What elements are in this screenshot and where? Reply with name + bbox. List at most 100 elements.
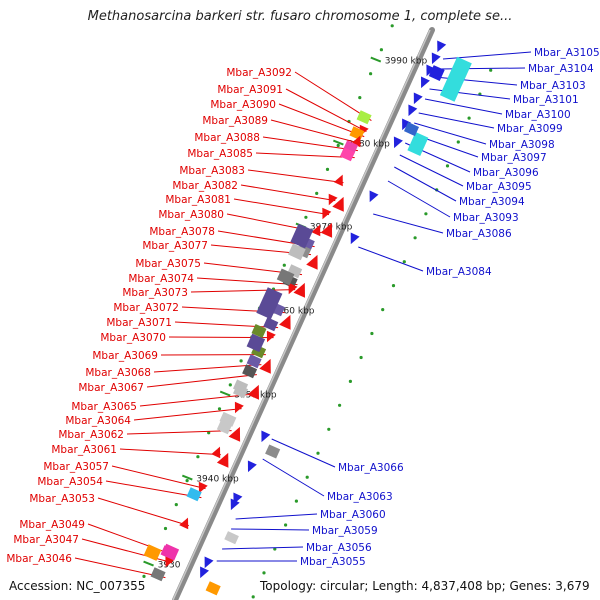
gene-label-mbar-a3067: Mbar_A3067 [78, 382, 144, 394]
leader-line [270, 119, 362, 145]
tick-dot [370, 331, 374, 336]
gene-feature [179, 517, 189, 530]
tick-dot [142, 574, 146, 579]
gene-feature [265, 444, 281, 459]
leader-line [373, 213, 444, 234]
tick-dot [284, 523, 288, 527]
gene-label-mbar-a3063: Mbar_A3063 [327, 491, 393, 503]
leader-line [418, 112, 495, 129]
tick-dot [348, 379, 352, 383]
leader-line [111, 465, 206, 490]
tick-dot [467, 116, 471, 120]
gene-label-mbar-a3071: Mbar_A3071 [106, 317, 172, 329]
gene-feature [311, 224, 321, 237]
gene-feature [143, 544, 162, 561]
tick-dot [174, 503, 178, 507]
gene-label-mbar-a3082: Mbar_A3082 [172, 180, 238, 192]
gene-label-mbar-a3069: Mbar_A3069 [92, 350, 158, 362]
leader-line [146, 374, 257, 388]
gene-feature [288, 243, 306, 261]
gene-label-mbar-a3056: Mbar_A3056 [306, 542, 372, 554]
gene-feature [408, 104, 418, 117]
tick-dot [262, 571, 266, 575]
leader-line [285, 88, 367, 133]
leader-line [358, 246, 424, 272]
gene-feature [198, 481, 208, 494]
gene-feature [393, 136, 403, 149]
gene-label-mbar-a3103: Mbar_A3103 [520, 80, 586, 92]
gene-feature [251, 324, 267, 338]
leader-line [222, 546, 304, 550]
gene-label-mbar-a3047: Mbar_A3047 [13, 534, 79, 546]
gene-feature [259, 358, 271, 374]
leader-line [278, 103, 365, 138]
leader-line [240, 184, 336, 202]
leader-line [438, 67, 526, 70]
tick-dot [207, 431, 211, 435]
leader-line [139, 394, 248, 407]
gene-feature [263, 317, 279, 332]
leader-line [74, 557, 166, 579]
gene-label-mbar-a3046: Mbar_A3046 [6, 553, 72, 565]
gene-label-mbar-a3060: Mbar_A3060 [320, 509, 386, 521]
leader-line [235, 513, 318, 520]
leader-line [424, 98, 503, 115]
tick-dot [282, 263, 286, 267]
gene-label-mbar-a3096: Mbar_A3096 [473, 167, 539, 179]
gene-label-mbar-a3081: Mbar_A3081 [165, 194, 231, 206]
gene-label-mbar-a3089: Mbar_A3089 [202, 115, 268, 127]
leader-line [271, 438, 336, 468]
gene-feature [369, 190, 379, 203]
gene-label-mbar-a3085: Mbar_A3085 [187, 148, 253, 160]
tick-mark [333, 139, 344, 146]
gene-feature [279, 314, 291, 330]
tick-dot [379, 48, 383, 52]
gene-feature [228, 426, 241, 442]
tick-dot [305, 475, 309, 479]
leader-line [231, 528, 310, 531]
tick-dot [239, 359, 243, 363]
leader-line [153, 364, 262, 373]
tick-dot [304, 215, 308, 219]
gene-label-mbar-a3080: Mbar_A3080 [158, 209, 224, 221]
leader-line [105, 480, 202, 499]
tick-dot [327, 427, 331, 431]
gene-feature [288, 282, 298, 295]
gene-label-mbar-a3084: Mbar_A3084 [426, 266, 492, 278]
gene-label-mbar-a3068: Mbar_A3068 [85, 367, 151, 379]
gene-feature [332, 196, 344, 212]
leader-line [394, 166, 457, 202]
gene-feature [161, 543, 180, 561]
gene-label-mbar-a3093: Mbar_A3093 [453, 212, 519, 224]
gene-label-mbar-a3078: Mbar_A3078 [149, 226, 215, 238]
gene-feature [421, 76, 430, 89]
tick-dot [316, 451, 320, 455]
tick-dot [336, 143, 340, 148]
tick-dot [185, 479, 189, 483]
gene-label-mbar-a3062: Mbar_A3062 [58, 429, 124, 441]
tick-dot [359, 355, 363, 360]
gene-feature [261, 430, 271, 443]
gene-feature [413, 92, 423, 105]
gene-feature [242, 364, 258, 379]
gene-label-mbar-a3057: Mbar_A3057 [43, 461, 109, 473]
tick-mark [370, 56, 382, 63]
tick-label: 3940 kbp [196, 475, 239, 485]
gene-label-mbar-a3053: Mbar_A3053 [29, 493, 95, 505]
tick-dot [369, 72, 373, 76]
gene-feature [205, 581, 221, 596]
gene-feature [306, 254, 318, 270]
gene-feature [256, 287, 283, 320]
tick-dot [413, 236, 417, 240]
tick-dot [163, 526, 168, 531]
gene-feature [431, 52, 441, 65]
leader-line [196, 277, 298, 286]
gene-feature [320, 222, 333, 238]
gene-feature [186, 487, 202, 502]
gene-label-mbar-a3086: Mbar_A3086 [446, 228, 512, 240]
tick-label: 3930 [158, 561, 181, 571]
gene-label-mbar-a3065: Mbar_A3065 [71, 401, 137, 413]
gene-label-mbar-a3074: Mbar_A3074 [128, 273, 194, 285]
